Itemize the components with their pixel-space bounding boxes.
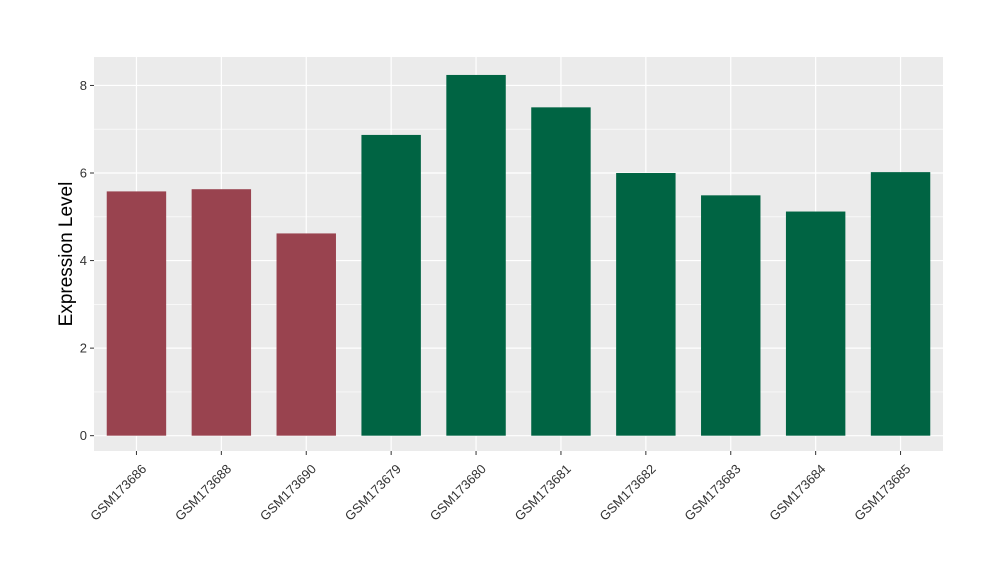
y-tick-label: 0 xyxy=(80,428,87,443)
bar xyxy=(701,195,761,436)
bars xyxy=(106,74,931,436)
x-tick-label: GSM173684 xyxy=(766,461,828,523)
y-tick-label: 6 xyxy=(80,166,87,181)
bar xyxy=(191,189,252,436)
bar xyxy=(870,172,931,436)
bar xyxy=(531,107,591,436)
x-tick-label: GSM173680 xyxy=(427,461,489,523)
bar xyxy=(446,74,506,436)
bar xyxy=(276,233,336,436)
y-axis-title: Expression Level xyxy=(56,182,77,327)
y-tick-label: 8 xyxy=(80,78,87,93)
x-tick-label: GSM173686 xyxy=(87,461,149,523)
x-tick-label: GSM173683 xyxy=(681,461,743,523)
bar xyxy=(106,191,167,436)
y-tick-label: 2 xyxy=(80,341,87,356)
x-tick-label: GSM173682 xyxy=(597,461,659,523)
x-tick-label: GSM173690 xyxy=(257,461,319,523)
bar xyxy=(785,211,846,436)
y-tick-label: 4 xyxy=(80,253,87,268)
bar xyxy=(361,134,421,436)
x-tick-label: GSM173688 xyxy=(172,461,234,523)
bar xyxy=(616,173,676,436)
x-axis: GSM173686 GSM173688 GSM173690 GSM173679 GSM1… xyxy=(87,451,913,524)
y-axis: 0 2 4 6 8 xyxy=(80,78,94,443)
x-tick-label: GSM173685 xyxy=(851,461,913,523)
x-tick-label: GSM173681 xyxy=(512,461,574,523)
x-tick-label: GSM173679 xyxy=(342,461,404,523)
